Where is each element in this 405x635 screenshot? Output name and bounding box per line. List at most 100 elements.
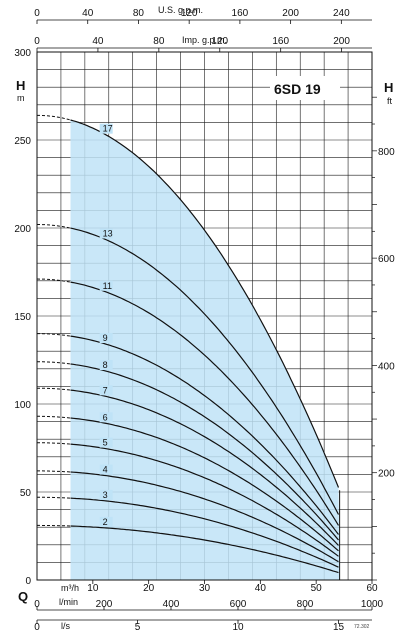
ls-tick-label: 15 <box>333 622 345 633</box>
curve-6-dashed <box>37 415 71 419</box>
m3h-tick-label: 10 <box>87 583 99 594</box>
m3h-tick-label: 30 <box>199 583 211 594</box>
stage-label-bg-4 <box>99 464 113 475</box>
stage-label-8: 8 <box>103 360 108 370</box>
curve-11-dashed <box>36 278 71 283</box>
h-ft-tick-label: 200 <box>378 469 395 480</box>
imp-gpm-tick-label: 40 <box>92 36 104 47</box>
lmin-tick-label: 200 <box>96 599 113 610</box>
ls-tick-label: 5 <box>135 622 141 633</box>
stage-label-2: 2 <box>103 517 108 527</box>
curve-13-dashed <box>37 224 71 229</box>
unit-lmin: l/min <box>59 597 78 607</box>
stage-label-9: 9 <box>103 333 108 343</box>
imp-gpm-tick-label: 0 <box>34 36 40 47</box>
m3h-tick-label: 40 <box>255 583 267 594</box>
h-axis-unit-ft: ft <box>387 96 393 106</box>
us-gpm-tick-label: 80 <box>133 8 145 19</box>
ls-tick-label: 10 <box>232 622 244 633</box>
curve-5 <box>70 443 339 557</box>
curve-4-dashed <box>37 470 71 473</box>
stage-label-5: 5 <box>103 438 108 448</box>
curve-3-dashed <box>37 496 71 499</box>
stage-label-bg-6 <box>99 412 113 423</box>
curve-8 <box>70 363 339 541</box>
lmin-tick-label: 1000 <box>361 599 384 610</box>
curve-7-dashed <box>37 387 71 391</box>
curve-17-dashed <box>37 114 71 121</box>
operating-range-area <box>70 120 340 580</box>
stage-label-bg-11 <box>99 280 113 291</box>
curve-6 <box>70 417 339 552</box>
operating-range-fill <box>70 120 340 580</box>
us-gpm-tick-label: 240 <box>333 8 350 19</box>
m3h-tick-label: 50 <box>311 583 323 594</box>
imp-gpm-tick-label: 160 <box>272 36 289 47</box>
curve-9 <box>70 335 339 535</box>
stage-label-11: 11 <box>103 281 112 291</box>
lmin-tick-label: 400 <box>163 599 180 610</box>
ls-tick-label: 0 <box>34 622 40 633</box>
curve-8-dashed <box>37 361 71 365</box>
stage-label-3: 3 <box>103 490 108 500</box>
us-gpm-tick-label: 0 <box>34 8 40 19</box>
curve-11 <box>70 281 340 526</box>
stage-label-4: 4 <box>103 465 108 475</box>
unit-ls: l/s <box>61 621 71 631</box>
q-axis-label: Q <box>18 589 28 604</box>
stage-label-bg-8 <box>99 360 113 371</box>
stage-label-7: 7 <box>103 385 108 395</box>
curve-7 <box>70 389 339 546</box>
h-m-tick-label: 250 <box>14 136 31 147</box>
lmin-tick-label: 800 <box>297 599 314 610</box>
curve-5-dashed <box>37 442 71 445</box>
unit-m3h: m³/h <box>61 583 79 593</box>
h-ft-tick-label: 800 <box>378 147 395 158</box>
stage-label-bg-9 <box>99 333 113 344</box>
curve-2 <box>70 525 339 574</box>
stage-label-bg-3 <box>99 489 113 500</box>
model-title: 6SD 19 <box>274 81 321 97</box>
unit-us-gpm: U.S. g.p.m. <box>158 5 203 15</box>
drawing-code: 72.302 <box>354 624 370 630</box>
us-gpm-tick-label: 40 <box>82 8 94 19</box>
curve-2-dashed <box>37 524 71 527</box>
m3h-tick-label: 60 <box>366 583 378 594</box>
h-m-tick-label: 50 <box>20 488 32 499</box>
lmin-tick-label: 0 <box>34 599 40 610</box>
stage-label-bg-7 <box>99 385 113 396</box>
h-ft-tick-label: 400 <box>378 361 395 372</box>
lmin-tick-label: 600 <box>230 599 247 610</box>
stage-label-6: 6 <box>103 412 108 422</box>
stage-label-17: 17 <box>103 124 113 134</box>
curve-4 <box>70 471 339 563</box>
imp-gpm-tick-label: 80 <box>153 36 165 47</box>
h-m-tick-label: 100 <box>14 400 31 411</box>
imp-gpm-tick-label: 200 <box>333 36 350 47</box>
curve-9-dashed <box>37 333 71 337</box>
h-m-tick-label: 0 <box>25 576 31 587</box>
stage-label-bg-2 <box>99 516 113 527</box>
curve-13 <box>70 227 340 515</box>
model-label-background <box>270 76 340 100</box>
performance-curves: 2 3 4 5 6 7 8 9 11 13 17 <box>36 114 341 580</box>
m3h-tick-label: 20 <box>143 583 155 594</box>
h-axis-label-right: H <box>384 80 393 95</box>
stage-label-13: 13 <box>103 229 113 239</box>
us-gpm-tick-label: 160 <box>232 8 249 19</box>
stage-label-bg-13 <box>99 228 113 239</box>
imp-gpm-tick-label: 120 <box>211 36 228 47</box>
h-axis-label-left: H <box>16 78 25 93</box>
h-m-tick-label: 150 <box>14 312 31 323</box>
curve-17 <box>70 119 340 488</box>
h-m-tick-label: 200 <box>14 224 31 235</box>
h-m-tick-label: 300 <box>14 48 31 59</box>
h-ft-tick-label: 600 <box>378 254 395 265</box>
h-axis-unit-m: m <box>17 93 25 103</box>
unit-imp-gpm: Imp. g.p.m. <box>182 35 227 45</box>
curve-3 <box>70 497 339 568</box>
us-gpm-tick-label: 200 <box>282 8 299 19</box>
stage-label-bg-17 <box>99 123 113 134</box>
